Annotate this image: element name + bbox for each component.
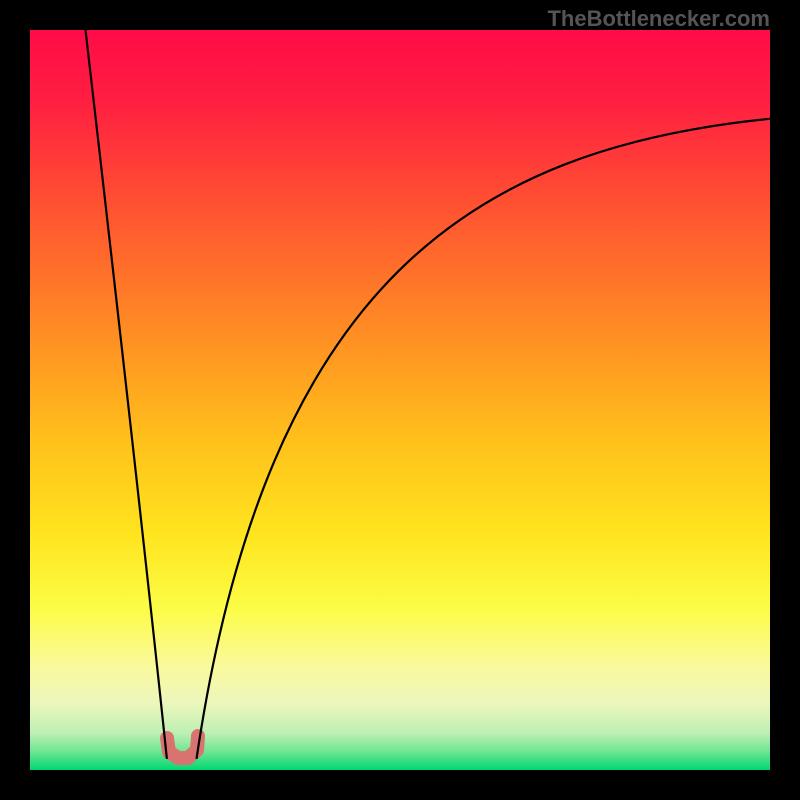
chart-outer: TheBottlenecker.com [0, 0, 800, 800]
curve-right-branch [197, 119, 771, 759]
watermark-text: TheBottlenecker.com [547, 6, 770, 32]
curve-left-branch [86, 30, 167, 759]
curve-svg [30, 30, 770, 770]
bottleneck-marker [167, 736, 198, 758]
plot-area [30, 30, 770, 770]
